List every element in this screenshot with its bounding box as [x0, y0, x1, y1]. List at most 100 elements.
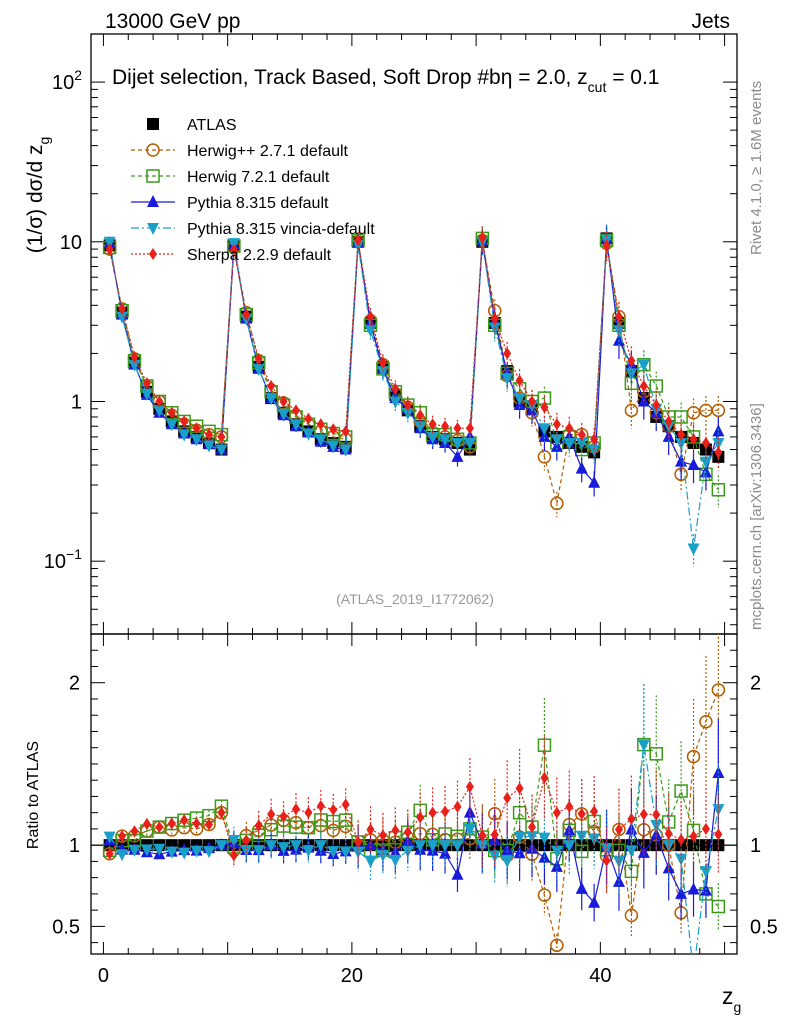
data-point — [354, 234, 363, 247]
y-tick-exp: 2 — [74, 67, 82, 83]
ratio-axis-label: Ratio to ATLAS — [25, 741, 42, 849]
y-axis-label-main: (1/σ) dσ/d z — [24, 145, 47, 254]
ratio-point — [711, 683, 726, 697]
data-point — [552, 418, 561, 431]
ratio-point — [701, 822, 710, 835]
data-point — [155, 395, 164, 408]
data-point — [588, 475, 601, 488]
y-axis-label-sub: g — [36, 137, 52, 145]
ratio-tick-label-right: 1 — [750, 835, 761, 857]
ratio-point — [254, 819, 263, 832]
ratio-point — [190, 845, 203, 858]
ratio-point — [540, 771, 549, 784]
data-point — [178, 429, 191, 442]
mcplots-label: mcplots.cern.ch [arXiv:1306.3436] — [748, 403, 765, 630]
ratio-point — [205, 818, 214, 831]
data-point — [677, 428, 686, 441]
data-point — [513, 393, 526, 406]
data-point — [463, 437, 476, 450]
data-point — [575, 461, 588, 474]
ratio-point — [192, 817, 201, 830]
data-point — [242, 308, 251, 321]
ratio-point — [155, 821, 164, 834]
data-point — [515, 374, 524, 387]
ratio-point — [478, 829, 487, 842]
data-point — [501, 373, 514, 386]
ratio-point — [267, 808, 276, 821]
data-point — [627, 354, 636, 367]
y-axis-label: (1/σ) dσ/d zg — [24, 137, 52, 254]
ratio-point — [563, 840, 576, 853]
ratio-point — [577, 807, 586, 820]
ratio-point — [142, 817, 151, 830]
ratio-point — [650, 828, 663, 841]
ratio-point — [329, 803, 338, 816]
ratio-point — [614, 823, 623, 836]
data-point — [339, 444, 352, 457]
chart-title-eta: η = 2.0, z — [501, 66, 588, 89]
data-point — [699, 456, 712, 469]
data-point — [341, 425, 350, 438]
data-point — [565, 422, 574, 435]
data-point — [378, 356, 387, 369]
legend: ATLAS Herwig++ 2.7.1 default Herwig 7.2.1 … — [131, 117, 375, 264]
x-axis-label-main: z — [722, 983, 734, 1009]
ratio-point — [217, 806, 226, 819]
ratio-point — [178, 847, 191, 860]
ratio-tick-label: 2 — [69, 673, 80, 695]
data-point — [451, 449, 464, 462]
x-tick-label: 40 — [589, 965, 611, 987]
ratio-point — [316, 799, 325, 812]
data-point — [550, 434, 563, 447]
ratio-point — [327, 846, 340, 859]
ratio-point — [650, 819, 663, 832]
data-point — [624, 403, 639, 418]
data-point — [590, 433, 599, 446]
ratio-tick-label-right: 2 — [750, 673, 761, 695]
data-point — [453, 422, 462, 435]
data-point — [180, 415, 189, 428]
data-point — [140, 388, 153, 401]
ratio-point — [711, 899, 726, 914]
ratio-point — [140, 844, 153, 857]
data-point — [252, 363, 265, 376]
data-point — [439, 434, 452, 447]
data-point — [687, 543, 700, 556]
data-point — [687, 458, 700, 471]
data-point — [291, 404, 300, 417]
data-point — [217, 430, 226, 443]
energy-label: 13000 GeV pp — [105, 10, 240, 33]
data-point — [118, 302, 127, 315]
ratio-point — [627, 812, 636, 825]
data-point — [537, 450, 552, 464]
ratio-point — [652, 808, 661, 821]
ratio-point — [699, 714, 713, 729]
ratio-point — [252, 845, 265, 858]
ratio-point — [403, 826, 412, 839]
data-point — [203, 440, 216, 453]
ratio-point — [428, 806, 437, 819]
ratio-series-herwig-2-7-1-default — [102, 634, 726, 954]
data-point — [664, 415, 673, 428]
data-point — [190, 434, 203, 447]
rivet-label: Rivet 4.1.0, ≥ 1.6M events — [748, 81, 765, 255]
category-label: Jets — [691, 10, 730, 33]
ratio-tick-label-right: 0.5 — [750, 916, 778, 938]
ratio-point — [550, 938, 564, 953]
ratio-point — [426, 840, 439, 853]
data-point — [265, 393, 278, 406]
data-point — [414, 421, 427, 434]
ratio-point — [130, 825, 139, 838]
data-point — [167, 406, 176, 419]
rivet-label-group: Rivet 4.1.0, ≥ 1.6M events — [748, 81, 765, 255]
ratio-label-group: Ratio to ATLAS — [25, 741, 42, 849]
ratio-point — [116, 849, 129, 862]
ratio-point — [354, 835, 363, 848]
ratio-point — [291, 803, 300, 816]
x-axis-label: zg — [722, 983, 741, 1015]
ratio-point — [588, 833, 601, 846]
ratio-point — [416, 811, 425, 824]
data-point — [614, 310, 623, 323]
legend-label: Herwig 7.2.1 default — [187, 169, 330, 186]
